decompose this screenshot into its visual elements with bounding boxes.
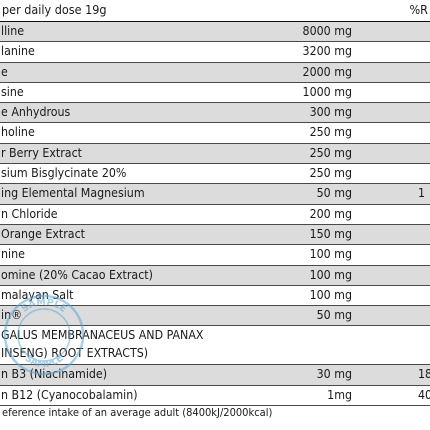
table-row: in® 50 mg bbox=[0, 306, 430, 327]
ingredient-amount: 100 mg bbox=[309, 287, 352, 302]
ingredient-name: lline bbox=[1, 24, 25, 38]
table-row: nine 100 mg bbox=[0, 245, 430, 266]
table-row: lanine 3200 mg bbox=[0, 42, 430, 63]
ingredient-name-line-2: INSENG) ROOT EXTRACTS) bbox=[1, 345, 149, 360]
ingredient-amount: 200 mg bbox=[309, 206, 352, 221]
ingredient-name: e bbox=[1, 64, 8, 79]
table-row: e Anhydrous 300 mg bbox=[0, 103, 430, 124]
ingredient-amount: 8000 mg bbox=[302, 24, 352, 38]
ingredient-amount: 30 mg bbox=[316, 367, 352, 382]
ingredient-ri-percent: 1 bbox=[418, 186, 426, 201]
ingredient-amount: 300 mg bbox=[309, 105, 352, 120]
table-row: r Berry Extract 250 mg bbox=[0, 143, 430, 165]
table-row: omine (20% Cacao Extract) 100 mg bbox=[0, 265, 430, 286]
ingredient-amount: 250 mg bbox=[309, 166, 352, 181]
table-row: n B3 (Niacinamide) 30 mg 18 bbox=[0, 365, 430, 386]
ingredient-name: e Anhydrous bbox=[1, 105, 71, 120]
ingredient-amount: 250 mg bbox=[309, 145, 352, 160]
ingredient-name: n B3 (Niacinamide) bbox=[1, 367, 108, 382]
ingredient-name: GALUS MEMBRANACEUS AND PANAX INSENG) ROOT… bbox=[1, 327, 203, 362]
table-row: GALUS MEMBRANACEUS AND PANAX INSENG) ROOT… bbox=[0, 326, 430, 366]
table-row: lline 8000 mg bbox=[0, 22, 430, 43]
ingredient-name: in® bbox=[1, 308, 23, 323]
ingredient-name: holine bbox=[1, 125, 35, 140]
reference-intake-note: eference intake of an average adult (840… bbox=[2, 406, 273, 419]
ingredient-amount: 1000 mg bbox=[302, 84, 352, 99]
table-row: ing Elemental Magnesium 50 mg 1 bbox=[0, 184, 430, 205]
ingredient-amount: 100 mg bbox=[309, 267, 352, 282]
table-row: malayan Salt 100 mg bbox=[0, 286, 430, 307]
table-row: sium Bisglycinate 20% 250 mg bbox=[0, 164, 430, 185]
ingredient-rows: lline 8000 mg lanine 3200 mg e 2000 mg sine 100… bbox=[0, 22, 430, 407]
ingredient-name: lanine bbox=[1, 44, 35, 59]
ingredient-amount: 250 mg bbox=[309, 125, 352, 140]
ingredient-amount: 50 mg bbox=[316, 186, 352, 201]
table-row: e 2000 mg bbox=[0, 62, 430, 83]
ingredient-name: ing Elemental Magnesium bbox=[1, 186, 145, 201]
table-header: per daily dose 19g %R bbox=[0, 0, 430, 22]
ingredient-name: r Berry Extract bbox=[1, 145, 82, 160]
table-row: Orange Extract 150 mg bbox=[0, 224, 430, 246]
table-row: n B12 (Cyanocobalamin) 1mg 40, bbox=[0, 386, 430, 407]
table-row: sine 1000 mg bbox=[0, 83, 430, 104]
ingredient-name: nine bbox=[1, 247, 25, 262]
ingredient-name: n Chloride bbox=[1, 206, 58, 221]
ingredient-amount: 1mg bbox=[327, 387, 352, 402]
ingredient-amount: 100 mg bbox=[309, 247, 352, 262]
ingredient-ri-percent: 18 bbox=[418, 367, 430, 382]
ingredient-name: n B12 (Cyanocobalamin) bbox=[1, 387, 138, 402]
ingredient-amount: 2000 mg bbox=[302, 64, 352, 79]
ingredient-amount: 150 mg bbox=[309, 226, 352, 241]
ri-header-label: %R bbox=[409, 2, 429, 17]
ingredient-amount: 3200 mg bbox=[302, 44, 352, 59]
ingredient-amount: 50 mg bbox=[316, 308, 352, 323]
table-row: holine 250 mg bbox=[0, 123, 430, 144]
ingredient-name: Orange Extract bbox=[1, 226, 86, 241]
ingredient-name: malayan Salt bbox=[1, 287, 74, 302]
ingredient-name: sine bbox=[1, 84, 24, 99]
ingredient-name: omine (20% Cacao Extract) bbox=[1, 267, 153, 282]
ingredient-ri-percent: 40, bbox=[418, 387, 430, 402]
dose-header-label: per daily dose 19g bbox=[2, 2, 107, 17]
ingredient-name: sium Bisglycinate 20% bbox=[1, 166, 127, 181]
ingredient-name-line-1: GALUS MEMBRANACEUS AND PANAX bbox=[1, 328, 204, 343]
table-row: n Chloride 200 mg bbox=[0, 205, 430, 225]
